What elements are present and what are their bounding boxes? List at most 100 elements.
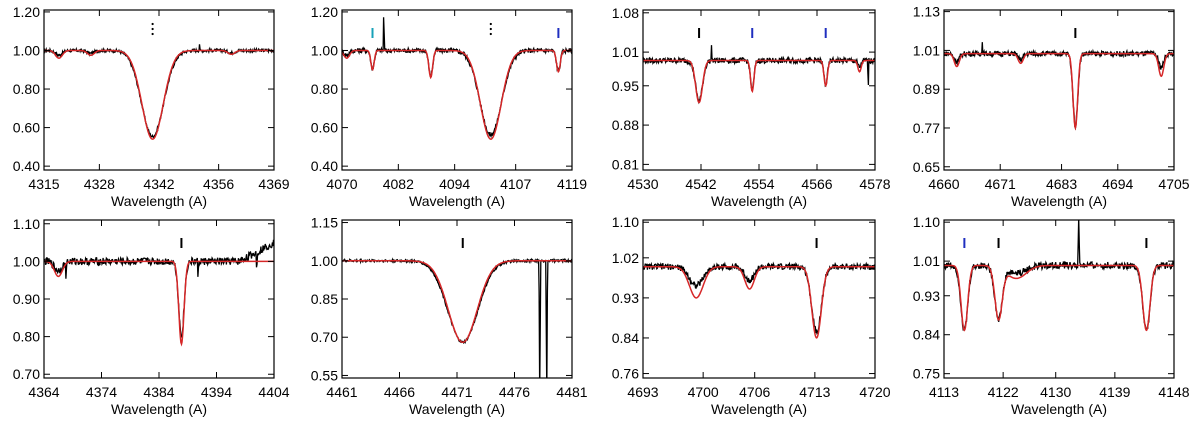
x-tick-label: 4660 <box>928 176 959 192</box>
x-axis-label: Wavelength (A) <box>111 193 207 209</box>
y-tick-label: 0.80 <box>311 81 338 97</box>
x-tick-label: 4328 <box>84 176 115 192</box>
y-tick-label: 0.65 <box>913 159 940 175</box>
plot-frame <box>43 219 275 379</box>
y-tick-label: 1.01 <box>913 42 940 58</box>
observed-spectrum <box>342 17 572 139</box>
x-tick-label: 4700 <box>688 384 719 400</box>
y-tick-label: 1.01 <box>913 253 940 269</box>
x-tick-label: 4394 <box>201 384 232 400</box>
x-tick-label: 4554 <box>743 176 774 192</box>
y-tick-label: 0.70 <box>13 366 40 382</box>
x-tick-label: 4356 <box>203 176 234 192</box>
y-tick-label: 0.84 <box>612 330 639 346</box>
x-tick-label: 4481 <box>556 384 587 400</box>
x-tick-label: 4082 <box>383 176 414 192</box>
x-tick-label: 4693 <box>627 384 658 400</box>
y-tick-label: 1.00 <box>13 42 40 58</box>
y-tick-label: 1.13 <box>913 4 940 20</box>
y-tick-label: 1.10 <box>612 214 639 230</box>
plot-frame <box>642 219 876 379</box>
panel-5: 4364 4374 4384 4394 4404 0.70 0.80 0.90 1.00 1.10… <box>13 216 290 417</box>
x-tick-label: 4471 <box>441 384 472 400</box>
model-spectrum <box>342 49 572 140</box>
plot-frame <box>43 9 275 171</box>
x-tick-label: 4119 <box>557 176 587 192</box>
y-tick-label: 0.75 <box>913 366 940 382</box>
x-tick-label: 4374 <box>86 384 117 400</box>
x-tick-label: 4139 <box>1099 384 1130 400</box>
y-tick-label: 0.80 <box>13 81 40 97</box>
plot-frame <box>943 9 1175 171</box>
observed-spectrum <box>944 42 1174 131</box>
observed-spectrum <box>643 45 875 105</box>
panel-1: 4315 4328 4342 4356 4369 0.40 0.60 0.80 1.00 1.20… <box>13 4 290 209</box>
y-tick-label: 0.88 <box>612 117 639 133</box>
x-tick-label: 4113 <box>929 384 959 400</box>
y-tick-label: 0.85 <box>311 291 338 307</box>
plot-frame <box>341 219 573 379</box>
y-tick-label: 1.00 <box>311 42 338 58</box>
y-tick-label: 1.02 <box>612 250 639 266</box>
panel-8: 4113 4122 4130 4139 4148 0.75 0.84 0.93 1.01 1.10… <box>913 214 1190 417</box>
x-tick-label: 4315 <box>28 176 59 192</box>
x-tick-label: 4671 <box>985 176 1016 192</box>
x-tick-label: 4720 <box>859 384 890 400</box>
y-tick-label: 0.81 <box>612 156 639 172</box>
model-spectrum <box>44 49 274 140</box>
panel-6: 4461 4466 4471 4476 4481 0.55 0.70 0.85 1.00 1.15… <box>311 215 588 417</box>
y-tick-label: 1.10 <box>913 214 940 230</box>
model-spectrum <box>643 59 875 104</box>
x-tick-label: 4107 <box>500 176 531 192</box>
observed-spectrum <box>44 239 274 339</box>
line-marker-dot <box>489 32 492 36</box>
y-tick-label: 0.76 <box>612 366 639 382</box>
x-tick-label: 4542 <box>685 176 716 192</box>
x-tick-label: 4694 <box>1102 176 1133 192</box>
x-tick-label: 4369 <box>258 176 289 192</box>
line-marker-dot <box>151 22 154 26</box>
y-tick-label: 0.93 <box>913 288 940 304</box>
model-spectrum <box>643 265 875 339</box>
model-spectrum <box>44 260 274 347</box>
x-tick-label: 4130 <box>1040 384 1071 400</box>
panel-3: 4530 4542 4554 4566 4578 0.81 0.88 0.95 1.01 1.08… <box>612 5 891 209</box>
model-spectrum <box>944 264 1174 332</box>
y-tick-label: 0.40 <box>311 158 338 174</box>
line-marker-dot <box>489 22 492 26</box>
plot-frame <box>642 9 876 171</box>
x-tick-label: 4461 <box>326 384 357 400</box>
y-tick-label: 0.93 <box>612 290 639 306</box>
x-tick-label: 4706 <box>739 384 770 400</box>
y-tick-label: 0.95 <box>612 78 639 94</box>
y-tick-label: 0.60 <box>13 120 40 136</box>
x-axis-label: Wavelength (A) <box>111 401 207 417</box>
x-tick-label: 4384 <box>143 384 174 400</box>
y-tick-label: 0.70 <box>311 329 338 345</box>
y-tick-label: 1.01 <box>612 44 639 60</box>
y-tick-label: 1.20 <box>13 4 40 20</box>
panel-7: 4693 4700 4706 4713 4720 0.76 0.84 0.93 1.02 1.10… <box>612 214 891 417</box>
x-axis-label: Wavelength (A) <box>409 401 505 417</box>
y-tick-label: 1.08 <box>612 5 639 21</box>
x-tick-label: 4122 <box>988 384 1019 400</box>
x-tick-label: 4530 <box>627 176 658 192</box>
x-tick-label: 4683 <box>1046 176 1077 192</box>
y-tick-label: 0.89 <box>913 81 940 97</box>
y-tick-label: 0.60 <box>311 120 338 136</box>
model-spectrum <box>944 52 1174 131</box>
panel-2: 4070 4082 4094 4107 4119 0.40 0.60 0.80 1.00 1.20… <box>311 4 588 209</box>
x-tick-label: 4578 <box>859 176 890 192</box>
y-tick-label: 0.80 <box>13 329 40 345</box>
x-tick-label: 4094 <box>439 176 470 192</box>
y-tick-label: 1.20 <box>311 4 338 20</box>
observed-spectrum <box>643 261 875 336</box>
panel-4: 4660 4671 4683 4694 4705 0.65 0.77 0.89 1.01 1.13… <box>913 4 1190 209</box>
x-tick-label: 4466 <box>384 384 415 400</box>
model-spectrum <box>342 260 572 344</box>
x-tick-label: 4364 <box>28 384 59 400</box>
y-tick-label: 1.15 <box>311 215 338 231</box>
x-tick-label: 4705 <box>1158 176 1189 192</box>
y-tick-label: 0.84 <box>913 327 940 343</box>
x-axis-label: Wavelength (A) <box>409 193 505 209</box>
